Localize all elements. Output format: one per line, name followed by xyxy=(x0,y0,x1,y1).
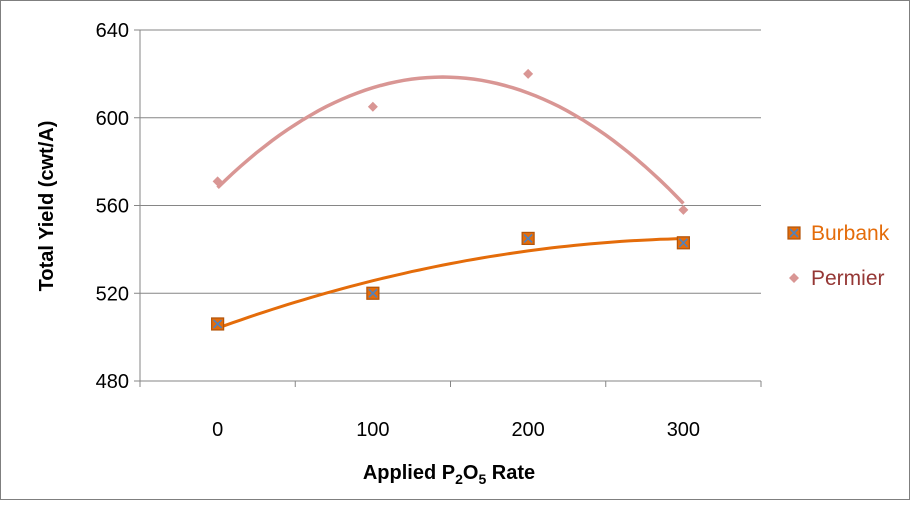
marker-cross xyxy=(523,233,533,243)
data-points xyxy=(211,68,690,331)
x-axis-title-suffix: Rate xyxy=(486,462,535,484)
axes xyxy=(134,29,762,387)
x-tick-label: 100 xyxy=(356,419,389,441)
trendlines xyxy=(216,75,685,330)
x-axis-title-sub2: 5 xyxy=(478,471,486,487)
marker-cross xyxy=(368,288,378,298)
y-tick-labels: 480 520 560 600 640 xyxy=(96,20,129,393)
x-tick-label: 300 xyxy=(667,419,700,441)
x-tick-labels: 0 100 200 300 xyxy=(212,419,700,441)
point-burbank xyxy=(521,231,535,246)
y-axis-title: Total Yield (cwt/A) xyxy=(36,121,58,292)
point-permier xyxy=(678,204,689,215)
x-axis-title-mid: O xyxy=(463,462,479,484)
legend-label-burbank: Burbank xyxy=(811,222,890,245)
gridlines xyxy=(140,29,761,294)
x-axis-title: Applied P2O5 Rate xyxy=(363,462,535,487)
y-tick-label: 560 xyxy=(96,196,129,218)
legend-label-permier: Permier xyxy=(811,267,885,290)
marker-cross xyxy=(789,228,799,238)
trendline-burbank xyxy=(217,237,684,330)
y-tick-label: 640 xyxy=(96,20,129,42)
legend-marker-diamond xyxy=(789,273,799,283)
x-axis-title-sub1: 2 xyxy=(455,471,463,487)
trendline-permier xyxy=(216,75,685,205)
point-burbank xyxy=(211,317,225,331)
point-permier xyxy=(367,101,378,112)
legend-marker-diamond-icon xyxy=(789,273,799,283)
legend-marker-square xyxy=(787,226,801,240)
x-axis-title-prefix: Applied P xyxy=(363,462,455,484)
marker-cross xyxy=(213,319,223,329)
point-burbank xyxy=(676,236,690,250)
legend-marker-square-icon xyxy=(787,226,801,240)
x-tick-label: 0 xyxy=(212,419,223,441)
legend: Burbank Permier xyxy=(787,222,890,290)
y-tick-label: 600 xyxy=(96,108,129,130)
marker-cross xyxy=(678,238,688,248)
point-permier xyxy=(212,176,223,187)
y-tick-label: 520 xyxy=(96,283,129,305)
legend-item-permier[interactable]: Permier xyxy=(789,267,885,290)
x-tick-label: 200 xyxy=(511,419,544,441)
y-tick-label: 480 xyxy=(96,371,129,393)
legend-item-burbank[interactable]: Burbank xyxy=(787,222,890,245)
point-burbank xyxy=(366,286,380,300)
point-permier xyxy=(523,68,534,79)
